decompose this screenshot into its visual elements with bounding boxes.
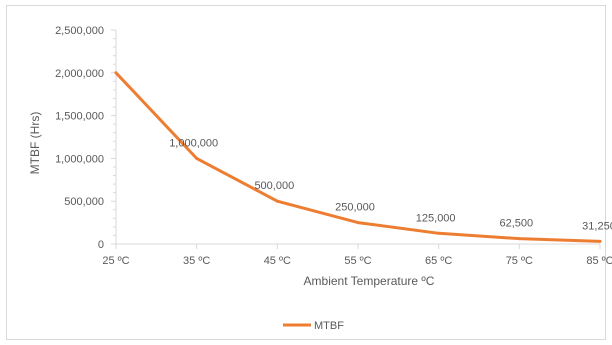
x-tick-label: 65 ºC [425,255,452,267]
y-axis-title: MTBF (Hrs) [28,112,42,175]
x-axis-title: Ambient Temperature ºC [304,274,435,288]
x-tick-label: 45 ºC [264,255,291,267]
x-tick-label: 25 ºC [102,255,129,267]
data-label: 31,250 [582,220,612,232]
data-point [517,237,521,241]
y-tick-label: 1,000,000 [55,153,104,165]
x-tick-label: 55 ºC [344,255,371,267]
data-label: 1,000,000 [169,137,218,149]
x-tick-label: 85 ºC [586,255,612,267]
y-axis: 0 500,000 1,000,000 1,500,000 2,000,000 2,500… [55,25,117,251]
data-point [275,199,279,203]
y-tick-label: 500,000 [64,196,104,208]
y-tick-label: 0 [98,239,104,251]
data-label: 62,500 [500,218,534,230]
x-axis: 25 ºC 35 ºC 45 ºC 55 ºC 65 ºC 75 ºC 85 ºC [102,243,612,267]
legend-label-mtbf: MTBF [314,320,344,332]
data-point [195,156,199,160]
data-point [598,239,602,243]
series-line-mtbf [114,71,602,243]
data-label: 500,000 [254,180,294,192]
data-point [437,231,441,235]
data-point [114,71,118,75]
y-tick-label: 1,500,000 [55,111,104,123]
data-label: 250,000 [335,202,375,214]
legend: MTBF [283,320,344,332]
series-layer [114,71,602,243]
x-tick-label: 35 ºC [183,255,210,267]
data-point [356,221,360,225]
chart-frame [6,5,606,340]
x-tick-label: 75 ºC [506,255,533,267]
y-tick-label: 2,000,000 [55,68,104,80]
data-labels: 1,000,000 500,000 250,000 125,000 62,500 31,2… [169,137,612,232]
y-tick-label: 2,500,000 [55,25,104,37]
data-label: 125,000 [416,212,456,224]
